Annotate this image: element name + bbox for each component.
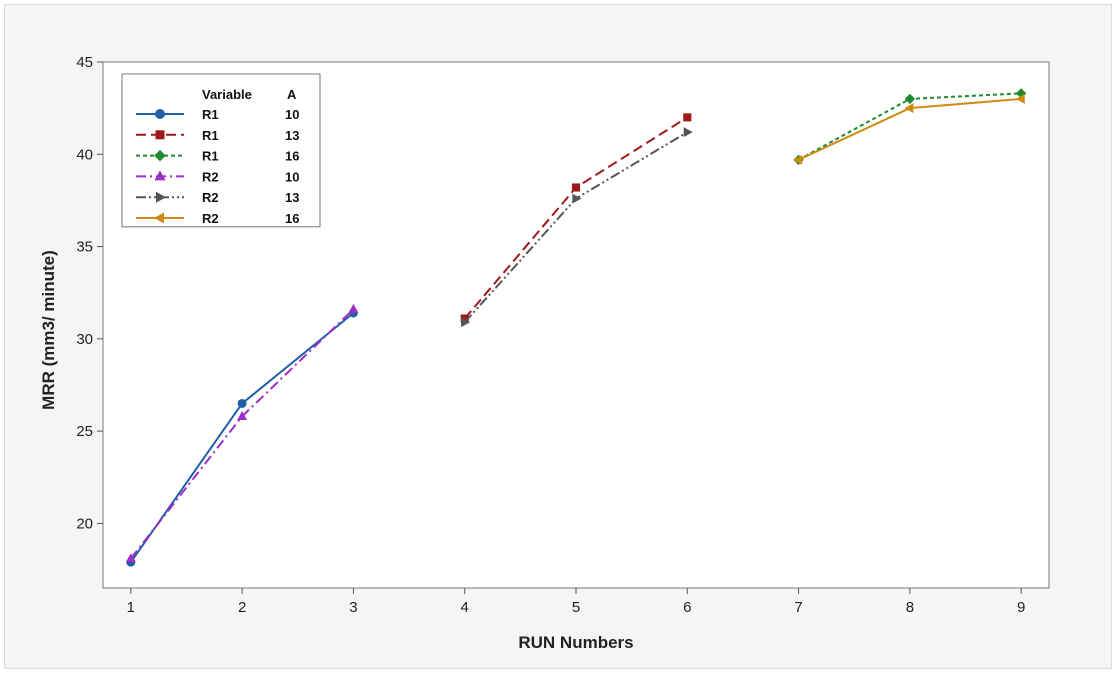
x-tick-label: 9 <box>1017 599 1025 616</box>
data-point-r2-a10 <box>125 553 136 563</box>
x-tick-label: 7 <box>794 599 802 616</box>
legend-series-a: 10 <box>285 169 299 184</box>
legend-series-name: R1 <box>202 128 219 143</box>
legend-marker <box>154 170 166 181</box>
legend-box <box>121 73 321 228</box>
x-tick-label: 6 <box>683 599 691 616</box>
x-tick-label: 2 <box>238 599 246 616</box>
y-tick-label: 35 <box>76 239 93 256</box>
data-point-r2-a10 <box>348 303 359 313</box>
data-point-r2-a13 <box>461 317 471 328</box>
x-axis-title: RUN Numbers <box>518 633 633 652</box>
legend-header-variable: Variable <box>202 87 252 102</box>
legend-marker <box>155 109 165 119</box>
data-point-r1-a13 <box>460 314 469 323</box>
data-point-r1-a13 <box>571 183 581 192</box>
x-tick-label: 4 <box>461 599 469 616</box>
legend-series-name: R1 <box>202 107 219 122</box>
y-axis-title: MRR (mm3/ minute) <box>39 250 58 410</box>
legend-series-a: 16 <box>285 149 299 164</box>
x-tick-label: 5 <box>572 599 580 616</box>
legend-marker <box>156 191 166 203</box>
data-point-r1-a13 <box>683 113 692 122</box>
data-point-r2-a16 <box>904 103 914 114</box>
legend-marker <box>154 212 164 224</box>
y-tick-label: 25 <box>76 423 93 440</box>
data-point-r2-a13 <box>683 127 693 138</box>
legend-marker <box>154 149 166 162</box>
x-tick-label: 8 <box>906 599 914 616</box>
legend-series-name: R2 <box>202 190 219 205</box>
legend-marker <box>155 130 165 140</box>
data-point-r2-a13 <box>572 193 582 204</box>
legend-series-a: 10 <box>285 107 299 122</box>
data-point-r2-a16 <box>1015 93 1025 104</box>
data-point-r1-a10 <box>237 398 247 408</box>
data-point-r2-a16 <box>793 154 803 165</box>
y-tick-label: 45 <box>76 54 93 71</box>
legend-series-a: 13 <box>285 190 299 205</box>
legend-header-a: A <box>287 87 297 102</box>
data-point-r2-a10 <box>237 410 248 420</box>
y-tick-label: 20 <box>76 515 93 532</box>
legend-series-name: R1 <box>202 149 219 164</box>
x-tick-label: 1 <box>127 599 135 616</box>
y-tick-label: 40 <box>76 146 93 163</box>
x-tick-label: 3 <box>349 599 357 616</box>
legend-series-a: 16 <box>285 211 299 226</box>
legend-series-name: R2 <box>202 211 219 226</box>
legend-series-name: R2 <box>202 169 219 184</box>
legend-series-a: 13 <box>285 128 299 143</box>
y-tick-label: 30 <box>76 331 93 348</box>
data-point-r1-a16 <box>904 93 916 105</box>
